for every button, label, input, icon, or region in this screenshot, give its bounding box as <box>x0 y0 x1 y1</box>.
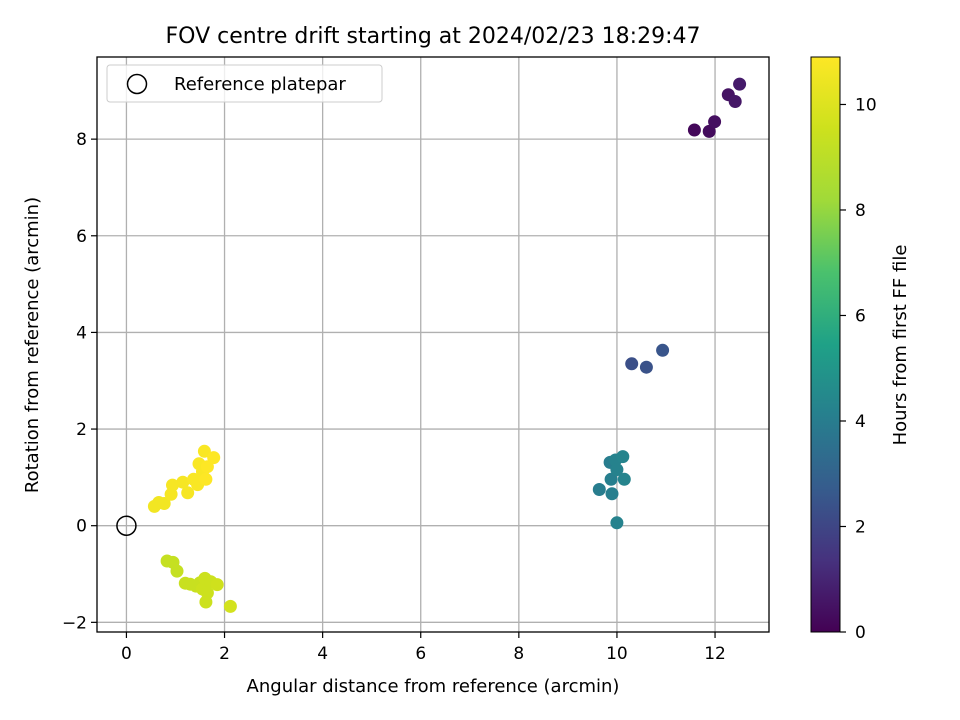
data-point <box>176 475 190 489</box>
data-point <box>610 463 624 477</box>
y-axis-ticks: −2 0 2 4 6 8 <box>62 130 97 633</box>
legend-box <box>106 64 383 103</box>
data-point <box>610 516 624 530</box>
grid <box>97 57 769 632</box>
data-point <box>592 483 606 496</box>
y-axis-label: Rotation from reference (arcmin) <box>22 197 43 493</box>
y-tick-label: 8 <box>76 130 87 150</box>
plot-frame <box>96 56 770 633</box>
data-point <box>200 460 214 474</box>
colorbar: 0 2 4 6 8 10 Hours from first FF file <box>810 56 911 643</box>
x-tick-label: 8 <box>513 644 524 664</box>
data-point <box>223 599 237 613</box>
x-tick-label: 0 <box>121 644 132 664</box>
y-tick-label: −2 <box>62 613 87 633</box>
colorbar-gradient <box>811 57 840 632</box>
colorbar-tick-label: 6 <box>855 306 866 326</box>
colorbar-ticks: 0 2 4 6 8 10 <box>840 95 877 643</box>
legend-marker-icon <box>126 73 148 95</box>
data-point <box>687 123 701 137</box>
data-point <box>199 472 213 486</box>
chart-title: FOV centre drift starting at 2024/02/23 … <box>166 24 701 49</box>
colorbar-tick-label: 0 <box>855 623 866 643</box>
data-point <box>708 115 722 129</box>
data-point <box>197 444 211 458</box>
data-point <box>728 95 742 108</box>
data-point <box>616 450 630 464</box>
data-point <box>200 586 214 600</box>
y-tick-label: 6 <box>76 227 87 247</box>
colorbar-label: Hours from first FF file <box>890 245 911 446</box>
reference-platepar-marker <box>116 515 137 536</box>
x-tick-label: 4 <box>317 644 328 664</box>
y-tick-label: 0 <box>76 517 87 537</box>
x-axis-ticks: 0 2 4 6 8 10 12 <box>121 632 726 664</box>
data-point <box>604 472 618 486</box>
legend-entry-reference: Reference platepar <box>174 74 346 95</box>
x-axis-label: Angular distance from reference (arcmin) <box>247 676 620 697</box>
data-point <box>702 124 716 138</box>
y-tick-label: 2 <box>76 420 87 440</box>
data-point <box>181 486 195 500</box>
data-point <box>605 487 619 501</box>
data-point <box>210 578 224 592</box>
data-point <box>625 357 639 371</box>
colorbar-tick-label: 10 <box>855 95 877 115</box>
x-tick-label: 2 <box>219 644 230 664</box>
data-points <box>147 77 747 613</box>
data-point <box>157 497 171 510</box>
x-tick-label: 6 <box>415 644 426 664</box>
data-point <box>656 343 670 357</box>
legend: Reference platepar <box>106 64 383 103</box>
colorbar-tick-label: 8 <box>855 201 866 221</box>
x-tick-label: 10 <box>606 644 628 664</box>
data-point <box>639 360 653 374</box>
y-tick-label: 4 <box>76 323 87 343</box>
colorbar-tick-label: 2 <box>855 517 866 537</box>
data-point <box>733 77 747 91</box>
data-point <box>170 564 184 578</box>
data-point <box>207 451 221 465</box>
x-tick-label: 12 <box>704 644 726 664</box>
data-point <box>617 472 631 486</box>
data-point <box>166 478 179 492</box>
colorbar-tick-label: 4 <box>855 412 866 432</box>
colorbar-frame <box>810 56 841 633</box>
